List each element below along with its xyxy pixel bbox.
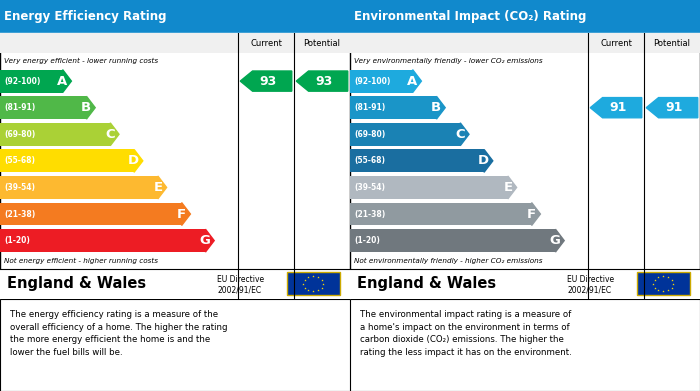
Bar <box>350 176 508 199</box>
Text: (69-80): (69-80) <box>4 130 36 139</box>
Text: A: A <box>407 75 417 88</box>
Text: Very environmentally friendly - lower CO₂ emissions: Very environmentally friendly - lower CO… <box>354 57 542 64</box>
Text: F: F <box>177 208 186 221</box>
Text: 91: 91 <box>610 101 627 114</box>
Bar <box>350 149 484 172</box>
Text: E: E <box>153 181 162 194</box>
Text: (92-100): (92-100) <box>354 77 391 86</box>
Text: The energy efficiency rating is a measure of the
overall efficiency of a home. T: The energy efficiency rating is a measur… <box>10 310 228 357</box>
Polygon shape <box>484 149 493 172</box>
Bar <box>0 269 350 299</box>
Bar <box>637 272 690 296</box>
Text: (1-20): (1-20) <box>354 236 380 245</box>
Text: (92-100): (92-100) <box>4 77 41 86</box>
Text: B: B <box>431 101 441 114</box>
Text: 91: 91 <box>666 101 683 114</box>
Bar <box>350 123 461 146</box>
Bar <box>0 33 350 53</box>
Polygon shape <box>646 98 698 118</box>
Polygon shape <box>111 123 119 146</box>
Bar <box>0 203 182 226</box>
Bar <box>0 176 158 199</box>
Text: (55-68): (55-68) <box>4 156 35 165</box>
Text: D: D <box>477 154 489 167</box>
Bar <box>0 123 111 146</box>
Polygon shape <box>158 176 167 199</box>
Bar <box>350 203 532 226</box>
Text: E: E <box>503 181 512 194</box>
Polygon shape <box>508 176 517 199</box>
Text: (39-54): (39-54) <box>4 183 35 192</box>
Polygon shape <box>461 123 469 146</box>
Text: 93: 93 <box>316 75 333 88</box>
Text: (81-91): (81-91) <box>4 103 36 112</box>
Text: Not energy efficient - higher running costs: Not energy efficient - higher running co… <box>4 258 158 264</box>
Text: England & Wales: England & Wales <box>7 276 146 291</box>
Text: Very energy efficient - lower running costs: Very energy efficient - lower running co… <box>4 57 158 64</box>
Bar <box>0 70 63 93</box>
Text: 2002/91/EC: 2002/91/EC <box>567 285 611 294</box>
Polygon shape <box>87 96 95 119</box>
Polygon shape <box>134 149 143 172</box>
Bar <box>287 272 340 296</box>
Polygon shape <box>412 70 421 93</box>
Text: (55-68): (55-68) <box>354 156 385 165</box>
Text: G: G <box>199 234 210 247</box>
Text: EU Directive: EU Directive <box>217 275 264 284</box>
Bar <box>0 149 134 172</box>
Polygon shape <box>206 229 214 252</box>
Bar <box>0 96 87 119</box>
Bar <box>350 70 412 93</box>
Text: Not environmentally friendly - higher CO₂ emissions: Not environmentally friendly - higher CO… <box>354 258 542 264</box>
Polygon shape <box>296 71 348 91</box>
Text: (69-80): (69-80) <box>354 130 386 139</box>
Text: Energy Efficiency Rating: Energy Efficiency Rating <box>4 10 166 23</box>
Polygon shape <box>590 98 642 118</box>
Text: England & Wales: England & Wales <box>357 276 496 291</box>
Text: (81-91): (81-91) <box>354 103 386 112</box>
Bar <box>350 33 700 53</box>
Text: EU Directive: EU Directive <box>567 275 614 284</box>
Polygon shape <box>63 70 71 93</box>
Text: Potential: Potential <box>654 39 690 48</box>
Bar <box>0 229 206 252</box>
Text: C: C <box>455 128 465 141</box>
Text: (39-54): (39-54) <box>354 183 385 192</box>
Text: F: F <box>527 208 536 221</box>
Text: G: G <box>549 234 560 247</box>
Text: C: C <box>105 128 115 141</box>
Text: D: D <box>127 154 139 167</box>
Text: Current: Current <box>600 39 632 48</box>
Text: 93: 93 <box>260 75 277 88</box>
Text: Current: Current <box>250 39 282 48</box>
Polygon shape <box>437 96 445 119</box>
Text: Environmental Impact (CO₂) Rating: Environmental Impact (CO₂) Rating <box>354 10 586 23</box>
Text: 2002/91/EC: 2002/91/EC <box>217 285 261 294</box>
Bar <box>350 269 700 299</box>
Polygon shape <box>182 203 190 226</box>
Bar <box>350 96 437 119</box>
Text: (21-38): (21-38) <box>4 210 36 219</box>
Bar <box>350 229 556 252</box>
Text: Potential: Potential <box>304 39 340 48</box>
Text: B: B <box>81 101 91 114</box>
Polygon shape <box>240 71 292 91</box>
Text: (21-38): (21-38) <box>354 210 386 219</box>
Text: A: A <box>57 75 67 88</box>
Text: (1-20): (1-20) <box>4 236 30 245</box>
Polygon shape <box>532 203 540 226</box>
Text: The environmental impact rating is a measure of
a home's impact on the environme: The environmental impact rating is a mea… <box>360 310 573 357</box>
Polygon shape <box>556 229 564 252</box>
